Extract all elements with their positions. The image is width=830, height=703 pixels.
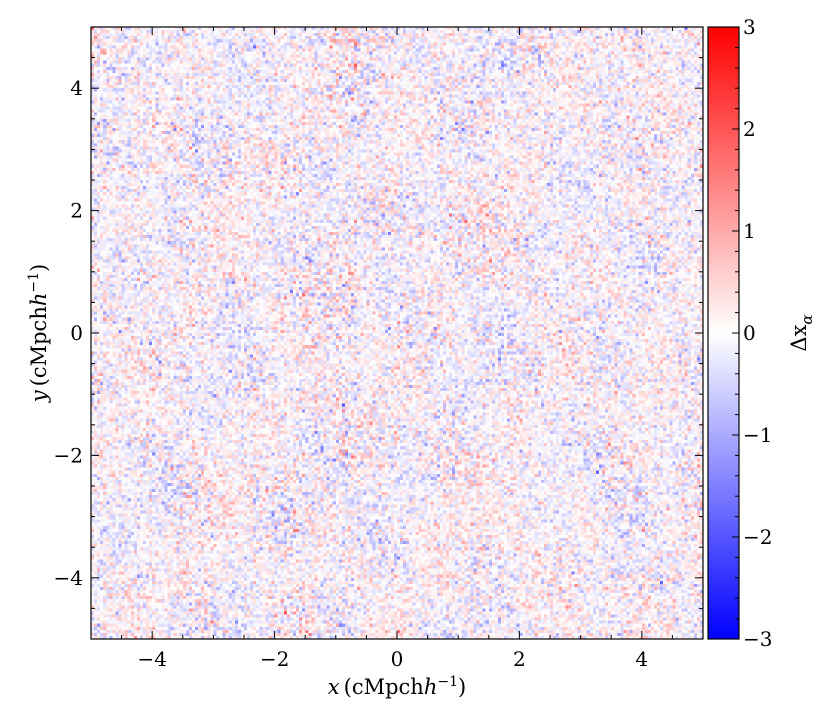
colorbar-tick-label: 1 [743,219,756,243]
colorbar-tick-label: 2 [743,117,756,141]
x-tick-label: 2 [513,647,526,671]
heatmap [91,27,703,639]
x-tick-label: −4 [137,647,166,671]
colorbar-ticks: −3 −2 −1 0 1 2 3 [732,15,772,651]
y-tick-label: −2 [54,443,83,467]
colorbar-label: Δxα [787,314,816,351]
colorbar-tick-label: 3 [743,15,756,39]
colorbar-tick-label: −1 [743,423,772,447]
x-tick-label: −2 [260,647,289,671]
y-axis-ticks: −4 −2 0 2 4 [54,26,703,640]
y-tick-label: −4 [54,566,83,590]
x-tick-label: 4 [635,647,648,671]
colorbar-tick-label: −3 [743,627,772,651]
x-axis-ticks: −4 −2 0 2 4 [90,27,704,671]
y-axis-label: y(cMpchh−1) [26,264,51,403]
y-tick-label: 2 [70,199,83,223]
heatmap-image [91,27,703,639]
y-tick-label: 4 [70,76,83,100]
colorbar-tick-label: −2 [743,525,772,549]
colorbar-tick-label: 0 [743,321,756,345]
y-tick-label: 0 [70,321,83,345]
x-tick-label: 0 [391,647,404,671]
x-axis-label: x (cMpchh−1) [328,674,466,699]
